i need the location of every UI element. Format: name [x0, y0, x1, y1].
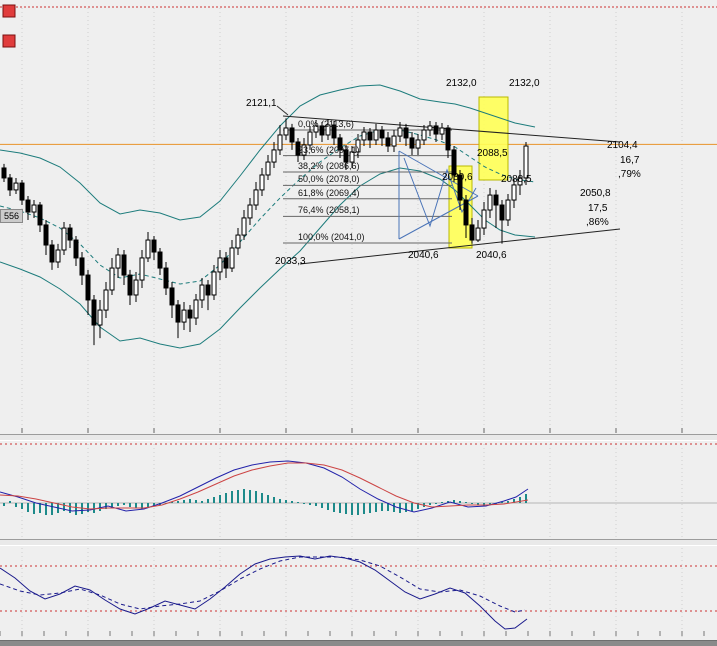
panel-splitter-macd[interactable] — [0, 434, 717, 441]
red-marker-1 — [2, 34, 16, 48]
macd-panel — [0, 443, 717, 515]
callout-line-0 — [276, 105, 289, 116]
trendline-0[interactable] — [282, 115, 621, 143]
grid-layer — [0, 6, 717, 640]
pattern-line-0 — [398, 150, 479, 197]
bollinger-middle-line — [0, 129, 536, 285]
macd-line — [0, 460, 529, 513]
bottom-scroll-strip — [0, 640, 717, 646]
stoch-signal-line — [0, 556, 526, 613]
axis-ticks — [0, 428, 705, 636]
candles-layer — [1, 118, 529, 346]
marker-layer — [2, 4, 16, 48]
left-scale-label: 556 — [0, 209, 24, 223]
stoch-main-line — [0, 555, 528, 630]
trendline-1[interactable] — [299, 228, 621, 265]
highlight-box-1[interactable] — [478, 96, 509, 181]
panel-splitter-stochastic[interactable] — [0, 539, 717, 546]
stochastic-panel — [0, 555, 717, 630]
red-marker-0 — [2, 4, 16, 18]
macd-signal-line — [0, 462, 529, 510]
